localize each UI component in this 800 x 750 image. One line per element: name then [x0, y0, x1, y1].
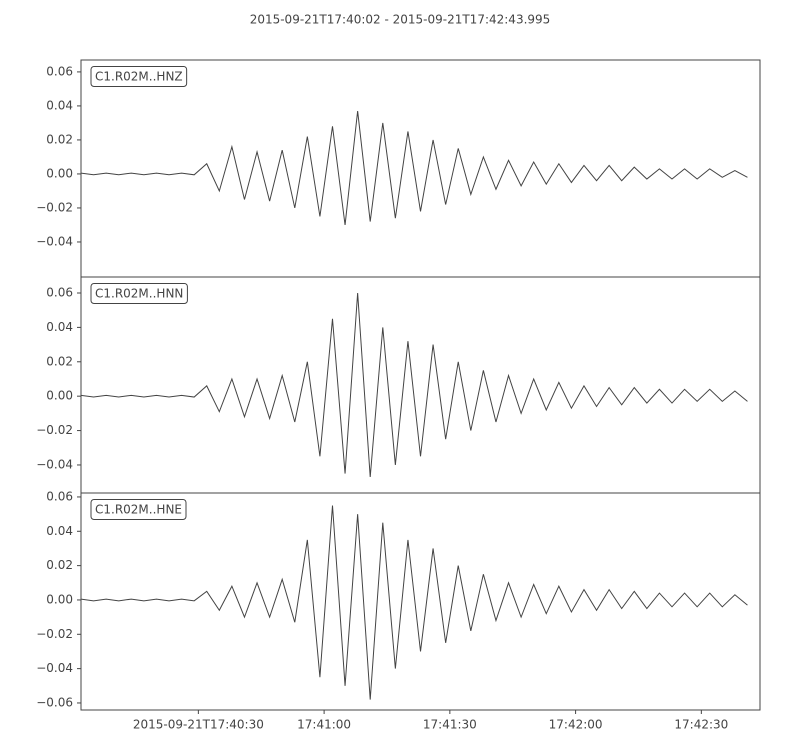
trace-label: C1.R02M..HNN: [95, 287, 183, 301]
y-tick-label: 0.04: [46, 524, 73, 538]
trace: [81, 505, 748, 700]
trace: [81, 110, 748, 226]
x-tick-label: 17:41:00: [297, 718, 351, 732]
y-tick-label: −0.02: [36, 627, 73, 641]
plot-frame: [80, 492, 761, 711]
y-tick-label: 0.00: [46, 166, 73, 180]
y-tick-label: 0.04: [46, 320, 73, 334]
y-tick-label: 0.02: [46, 558, 73, 572]
plot-frame: [80, 276, 761, 494]
y-tick-label: −0.02: [36, 423, 73, 437]
y-tick-label: −0.04: [36, 457, 73, 471]
y-tick-label: −0.02: [36, 200, 73, 214]
y-tick-label: 0.06: [46, 285, 73, 299]
y-tick-label: 0.00: [46, 389, 73, 403]
trace-label-box: [90, 283, 188, 304]
y-tick-label: 0.00: [46, 592, 73, 606]
y-tick-label: 0.02: [46, 132, 73, 146]
y-tick-label: 0.02: [46, 354, 73, 368]
y-tick-label: −0.06: [36, 695, 73, 709]
x-tick-label: 17:42:00: [549, 718, 603, 732]
trace-label: C1.R02M..HNE: [95, 503, 182, 517]
x-tick-label: 17:42:30: [674, 718, 728, 732]
y-tick-label: −0.04: [36, 661, 73, 675]
x-tick-label: 2015-09-21T17:40:30: [133, 718, 264, 732]
y-tick-label: 0.04: [46, 98, 73, 112]
plot-frame: [80, 59, 761, 278]
y-tick-label: 0.06: [46, 489, 73, 503]
trace: [81, 292, 748, 478]
trace-label: C1.R02M..HNZ: [95, 70, 183, 84]
chart-title: 2015-09-21T17:40:02 - 2015-09-21T17:42:4…: [250, 13, 551, 27]
trace-label-box: [90, 499, 187, 520]
trace-label-box: [90, 66, 188, 87]
y-tick-label: 0.06: [46, 64, 73, 78]
x-tick-label: 17:41:30: [423, 718, 477, 732]
y-tick-label: −0.04: [36, 234, 73, 248]
